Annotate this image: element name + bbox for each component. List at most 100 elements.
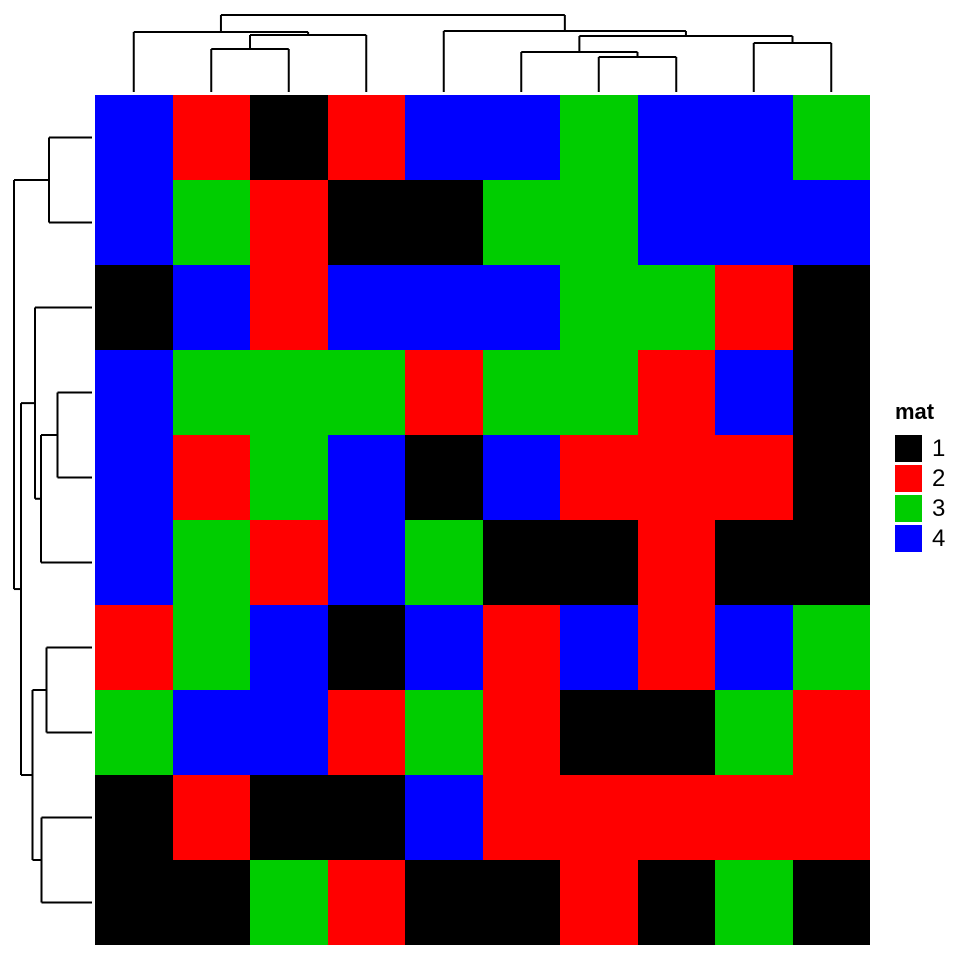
heatmap-cell-r5c5 [405,435,483,520]
heatmap-cell-r6c10 [792,520,870,605]
heatmap-cell-r7c2 [172,605,250,690]
heatmap-cell-r10c3 [250,860,328,945]
heatmap-cell-r7c6 [482,605,560,690]
heatmap-cell-r9c2 [172,775,250,860]
legend-item-label: 3 [932,494,946,522]
heatmap-cell-r8c1 [95,690,173,775]
heatmap-cell-r7c5 [405,605,483,690]
heatmap-cell-r2c2 [172,180,250,265]
legend-item-label: 1 [932,434,946,462]
heatmap-cell-r8c6 [482,690,560,775]
heatmap-cell-r2c10 [792,180,870,265]
heatmap-cell-r2c9 [715,180,793,265]
heatmap-cell-r3c6 [482,265,560,350]
heatmap-cell-r2c4 [327,180,405,265]
heatmap-cell-r8c9 [715,690,793,775]
legend-item-label: 2 [932,464,946,492]
heatmap-cell-r5c7 [560,435,638,520]
heatmap-cell-r9c7 [560,775,638,860]
heatmap-cell-r1c5 [405,95,483,180]
heatmap-cell-r1c10 [792,95,870,180]
heatmap-cell-r4c9 [715,350,793,435]
heatmap-cell-r8c5 [405,690,483,775]
heatmap-cell-r7c1 [95,605,173,690]
heatmap-cell-r10c1 [95,860,173,945]
heatmap-cell-r6c1 [95,520,173,605]
heatmap-cell-r10c4 [327,860,405,945]
heatmap-cell-r8c4 [327,690,405,775]
heatmap-cell-r2c1 [95,180,173,265]
heatmap-cell-r3c3 [250,265,328,350]
heatmap-cell-r4c5 [405,350,483,435]
heatmap-cell-r1c1 [95,95,173,180]
legend-title: mat [895,399,935,424]
heatmap-cell-r3c10 [792,265,870,350]
heatmap-cell-r3c9 [715,265,793,350]
heatmap-cell-r8c10 [792,690,870,775]
heatmap-cell-r6c2 [172,520,250,605]
heatmap-cell-r7c8 [637,605,715,690]
heatmap-cell-r8c8 [637,690,715,775]
heatmap-cell-r5c9 [715,435,793,520]
heatmap-cell-r2c7 [560,180,638,265]
legend-item: 2 [895,463,945,493]
legend-swatch [895,524,922,552]
heatmap-cell-r3c4 [327,265,405,350]
heatmap-cell-r7c7 [560,605,638,690]
heatmap-cell-r9c10 [792,775,870,860]
legend-item-label: 4 [932,524,946,552]
heatmap-cell-r10c2 [172,860,250,945]
heatmap-cell-r4c10 [792,350,870,435]
heatmap-cell-r6c5 [405,520,483,605]
heatmap-cell-r1c2 [172,95,250,180]
heatmap-cell-r6c8 [637,520,715,605]
heatmap-cell-r3c1 [95,265,173,350]
heatmap-cell-r3c5 [405,265,483,350]
heatmap-cell-r7c3 [250,605,328,690]
heatmap-cell-r9c8 [637,775,715,860]
heatmap-cell-r4c6 [482,350,560,435]
heatmap-cell-r1c9 [715,95,793,180]
heatmap-cell-r3c8 [637,265,715,350]
heatmap-cell-r1c4 [327,95,405,180]
heatmap-cell-r9c9 [715,775,793,860]
heatmap-cell-r1c8 [637,95,715,180]
heatmap-cell-r7c4 [327,605,405,690]
heatmap-cell-r8c3 [250,690,328,775]
heatmap-cell-r6c6 [482,520,560,605]
heatmap-cell-r10c9 [715,860,793,945]
heatmap-cell-r9c5 [405,775,483,860]
heatmap-cell-r9c1 [95,775,173,860]
heatmap-cell-r1c7 [560,95,638,180]
heatmap-cell-r5c8 [637,435,715,520]
legend-swatch [895,494,922,522]
heatmap-cell-r7c9 [715,605,793,690]
heatmap-cell-r5c1 [95,435,173,520]
heatmap-cell-r1c6 [482,95,560,180]
heatmap-cell-r10c10 [792,860,870,945]
heatmap-cell-r9c3 [250,775,328,860]
legend-item: 4 [895,523,945,553]
heatmap-cell-r5c6 [482,435,560,520]
legend-item: 3 [895,493,945,523]
heatmap-cell-r4c8 [637,350,715,435]
heatmap-grid [95,95,870,945]
heatmap-cell-r5c2 [172,435,250,520]
heatmap-cell-r2c6 [482,180,560,265]
heatmap-cell-r3c7 [560,265,638,350]
heatmap-cell-r1c3 [250,95,328,180]
heatmap-cell-r3c2 [172,265,250,350]
heatmap-cell-r2c5 [405,180,483,265]
heatmap-cell-r2c3 [250,180,328,265]
heatmap-cell-r8c2 [172,690,250,775]
heatmap-cell-r10c8 [637,860,715,945]
heatmap-cell-r9c6 [482,775,560,860]
heatmap-cell-r4c1 [95,350,173,435]
legend-item: 1 [895,433,945,463]
heatmap-cell-r10c7 [560,860,638,945]
heatmap-cell-r5c10 [792,435,870,520]
heatmap-cell-r10c5 [405,860,483,945]
